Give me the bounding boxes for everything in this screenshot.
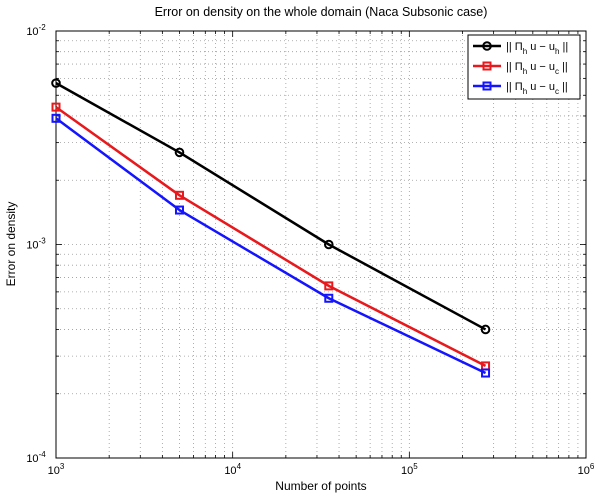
x-tick-label: 103 [48, 462, 65, 477]
x-axis-label: Number of points [275, 479, 366, 493]
data-point [324, 281, 334, 291]
series-line [55, 106, 487, 368]
legend-marker [482, 41, 492, 51]
series-1 [51, 78, 491, 335]
data-point [323, 239, 334, 250]
legend: || Πh u − uh || || Πh u − uc || || Πh u − … [467, 34, 581, 100]
x-tick-label: 104 [224, 462, 241, 477]
data-point [174, 190, 184, 200]
legend-marker [482, 61, 492, 71]
grid [56, 31, 586, 458]
data-point [174, 147, 185, 158]
legend-item-2: || Πh u − uc || [473, 61, 568, 76]
data-point [174, 205, 184, 215]
legend-label: || Πh u − uc || [506, 81, 568, 96]
x-tick-label: 105 [401, 462, 418, 477]
legend-item-3: || Πh u − uc || [473, 81, 568, 96]
y-tick-label: 10-4 [26, 450, 46, 465]
series-layer [51, 78, 491, 378]
y-axis-label: Error on density [4, 202, 18, 287]
data-point [51, 113, 61, 123]
y-tick-label: 10-2 [26, 23, 46, 38]
data-point [51, 102, 61, 112]
legend-label: || Πh u − uh || [506, 41, 568, 56]
legend-marker [482, 81, 492, 91]
series-line [55, 82, 487, 331]
data-point [324, 293, 334, 303]
legend-label: || Πh u − uc || [506, 61, 568, 76]
data-point [481, 368, 491, 378]
data-point [480, 324, 491, 335]
x-tick-label: 106 [578, 462, 595, 477]
series-3 [51, 113, 491, 378]
data-point [51, 78, 61, 88]
chart-title: Error on density on the whole domain (Na… [155, 5, 488, 19]
axis-ticks: 103 104 105 106 10-4 10-3 10-2 [26, 23, 595, 477]
y-tick-label: 10-3 [26, 237, 46, 252]
series-line [55, 117, 487, 375]
legend-item-1: || Πh u − uh || [473, 41, 568, 56]
